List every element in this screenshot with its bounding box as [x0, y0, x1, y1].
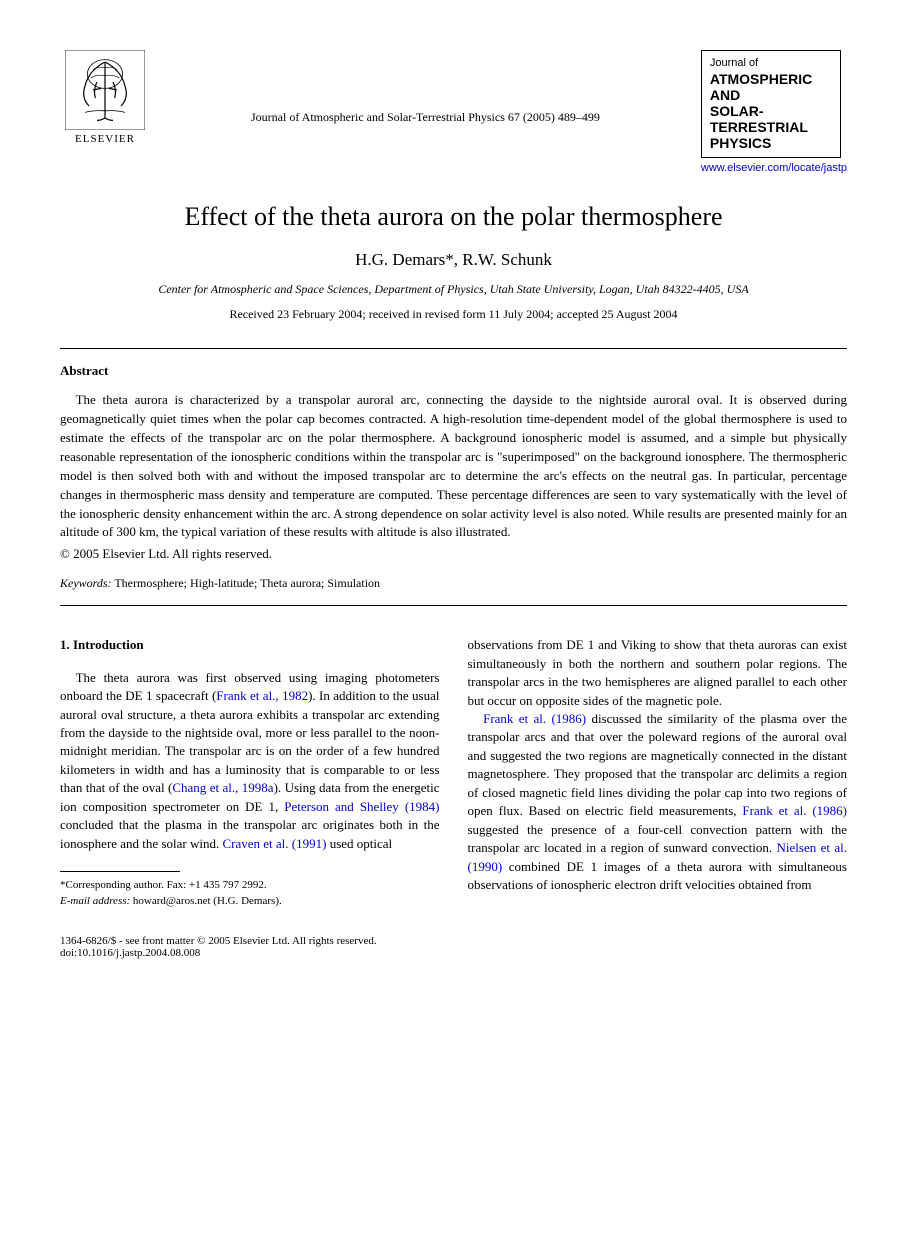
column-right: observations from DE 1 and Viking to sho… — [468, 636, 848, 909]
journal-box-prefix: Journal of — [710, 57, 832, 69]
keywords-text: Thermosphere; High-latitude; Theta auror… — [112, 576, 381, 590]
journal-title-box: Journal of ATMOSPHERIC AND SOLAR-TERREST… — [701, 50, 841, 158]
journal-box-wrapper: Journal of ATMOSPHERIC AND SOLAR-TERREST… — [701, 50, 847, 174]
article-dates: Received 23 February 2004; received in r… — [60, 307, 847, 322]
page-footer: 1364-6826/$ - see front matter © 2005 El… — [60, 935, 847, 959]
section-heading: 1. Introduction — [60, 636, 440, 654]
column-left: 1. Introduction The theta aurora was fir… — [60, 636, 440, 909]
keywords-label: Keywords: — [60, 576, 112, 590]
elsevier-tree-icon — [65, 50, 145, 130]
text-run: used optical — [326, 836, 392, 851]
body-columns: 1. Introduction The theta aurora was fir… — [60, 636, 847, 909]
abstract-body: The theta aurora is characterized by a t… — [60, 391, 847, 542]
citation-link[interactable]: Chang et al., 1998a — [172, 780, 273, 795]
journal-box-line: PHYSICS — [710, 135, 832, 151]
abstract-copyright: © 2005 Elsevier Ltd. All rights reserved… — [60, 546, 847, 562]
publisher-block: ELSEVIER — [60, 50, 150, 145]
citation-link[interactable]: Peterson and Shelley (1984) — [284, 799, 439, 814]
divider — [60, 605, 847, 606]
journal-box-line: SOLAR-TERRESTRIAL — [710, 103, 832, 135]
body-paragraph: observations from DE 1 and Viking to sho… — [468, 636, 848, 710]
article-title: Effect of the theta aurora on the polar … — [60, 202, 847, 232]
email-footnote: E-mail address: howard@aros.net (H.G. De… — [60, 894, 440, 909]
affiliation: Center for Atmospheric and Space Science… — [60, 282, 847, 297]
footer-doi: doi:10.1016/j.jastp.2004.08.008 — [60, 947, 847, 959]
text-run: combined DE 1 images of a theta aurora w… — [468, 859, 848, 892]
abstract-heading: Abstract — [60, 363, 847, 379]
body-paragraph: Frank et al. (1986) discussed the simila… — [468, 710, 848, 895]
divider — [60, 348, 847, 349]
citation-link[interactable]: Frank et al. (1986) — [742, 803, 847, 818]
journal-reference: Journal of Atmospheric and Solar-Terrest… — [150, 50, 701, 125]
email-value: howard@aros.net (H.G. Demars). — [130, 895, 282, 907]
footer-front-matter: 1364-6826/$ - see front matter © 2005 El… — [60, 935, 847, 947]
email-label: E-mail address: — [60, 895, 130, 907]
authors-line: H.G. Demars*, R.W. Schunk — [60, 250, 847, 270]
journal-url-link[interactable]: www.elsevier.com/locate/jastp — [701, 162, 847, 174]
citation-link[interactable]: Craven et al. (1991) — [222, 836, 326, 851]
journal-box-line: ATMOSPHERIC AND — [710, 71, 832, 103]
corresponding-author-note: *Corresponding author. Fax: +1 435 797 2… — [60, 878, 440, 893]
citation-link[interactable]: Frank et al., 1982 — [216, 688, 308, 703]
keywords-line: Keywords: Thermosphere; High-latitude; T… — [60, 576, 847, 591]
header-row: ELSEVIER Journal of Atmospheric and Sola… — [60, 50, 847, 174]
body-paragraph: The theta aurora was first observed usin… — [60, 669, 440, 854]
publisher-name: ELSEVIER — [75, 133, 135, 145]
footnote-divider — [60, 871, 180, 872]
citation-link[interactable]: Frank et al. (1986) — [483, 711, 586, 726]
